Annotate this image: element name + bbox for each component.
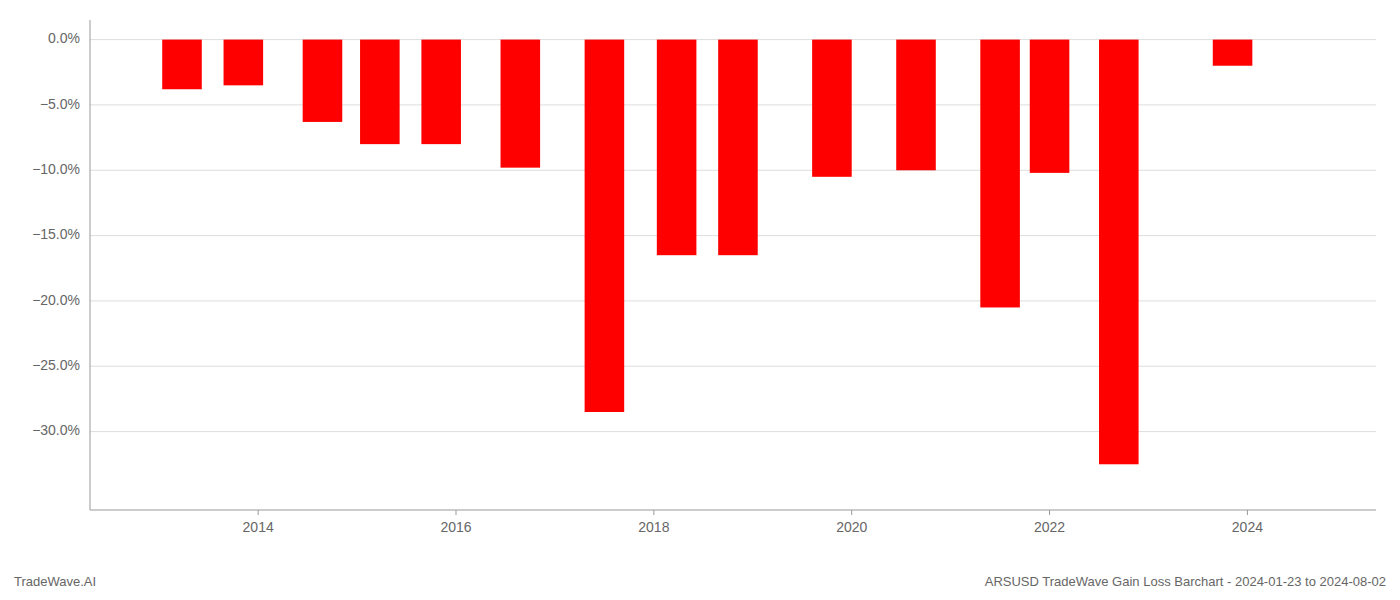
bar — [657, 40, 697, 256]
bar — [303, 40, 343, 122]
x-tick — [851, 510, 852, 515]
y-tick-label: −10.0% — [32, 161, 80, 177]
bar — [812, 40, 852, 177]
y-axis-line — [90, 20, 91, 510]
bar — [718, 40, 758, 256]
y-tick-label: −5.0% — [40, 96, 80, 112]
bar — [421, 40, 461, 145]
chart-svg: 0.0% −5.0% −10.0% −15.0% −20.0% −25.0% −30.0% 2… — [0, 0, 1400, 600]
bar — [501, 40, 541, 168]
bar — [585, 40, 625, 412]
x-tick-label: 2018 — [638, 519, 669, 535]
x-tick-label: 2024 — [1232, 519, 1263, 535]
x-tick — [653, 510, 654, 515]
y-tick-label: −30.0% — [32, 422, 80, 438]
bar — [1213, 40, 1253, 66]
bar — [1099, 40, 1139, 465]
x-tick-label: 2022 — [1034, 519, 1065, 535]
grid-line — [90, 431, 1376, 432]
grid-line — [90, 300, 1376, 301]
x-tick — [1049, 510, 1050, 515]
x-tick-label: 2016 — [440, 519, 471, 535]
y-tick-label: −20.0% — [32, 292, 80, 308]
x-ticks: 2014 2016 2018 2020 2022 2024 — [243, 510, 1264, 535]
x-tick — [258, 510, 259, 515]
bar — [980, 40, 1020, 308]
grid-line — [90, 366, 1376, 367]
x-axis-line — [90, 509, 1376, 510]
x-tick — [1247, 510, 1248, 515]
y-grid — [90, 40, 1376, 432]
chart-title: ARSUSD TradeWave Gain Loss Barchart - 20… — [985, 574, 1386, 589]
bar — [896, 40, 936, 171]
y-tick-label: 0.0% — [48, 30, 80, 46]
watermark: TradeWave.AI — [14, 574, 96, 589]
x-tick-label: 2020 — [836, 519, 867, 535]
bars — [162, 40, 1252, 465]
bar — [1030, 40, 1070, 173]
bar — [224, 40, 264, 86]
bar — [162, 40, 202, 90]
chart-container: 0.0% −5.0% −10.0% −15.0% −20.0% −25.0% −30.0% 2… — [0, 0, 1400, 600]
x-tick-label: 2014 — [243, 519, 274, 535]
x-tick — [456, 510, 457, 515]
bar — [360, 40, 400, 145]
y-tick-labels: 0.0% −5.0% −10.0% −15.0% −20.0% −25.0% −30.0% — [32, 30, 80, 438]
y-tick-label: −15.0% — [32, 226, 80, 242]
y-tick-label: −25.0% — [32, 357, 80, 373]
